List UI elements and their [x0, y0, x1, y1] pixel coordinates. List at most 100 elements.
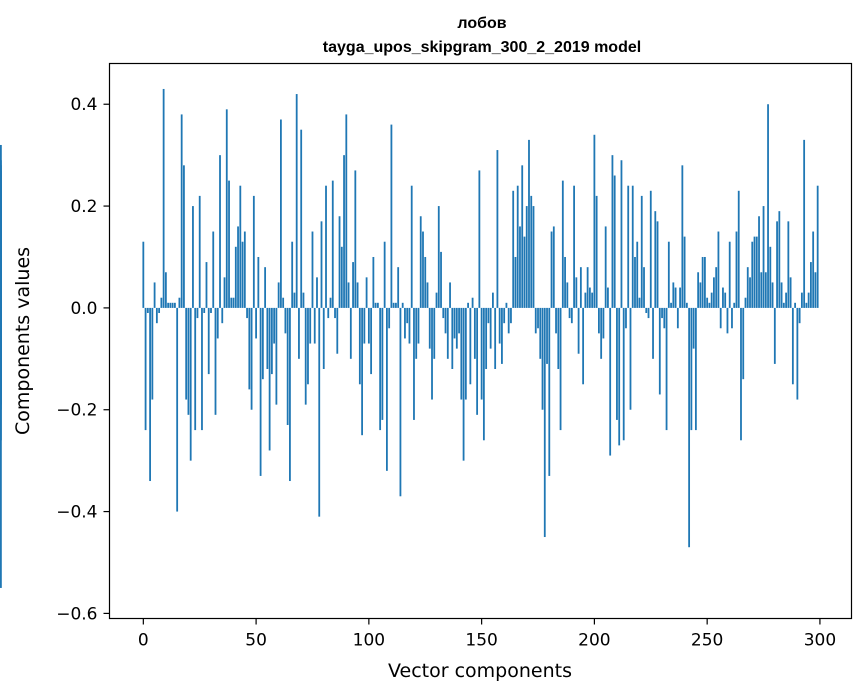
- bar: [250, 307, 253, 410]
- y-tick-label: 0.4: [70, 95, 97, 115]
- bar: [415, 307, 418, 359]
- plot-frame: [108, 62, 853, 620]
- bar: [552, 226, 555, 308]
- bar: [293, 292, 296, 308]
- bar: [243, 231, 246, 308]
- bar: [370, 307, 373, 375]
- x-tick-label: 50: [245, 631, 267, 651]
- bar: [514, 256, 517, 308]
- bar: [446, 307, 449, 359]
- bar: [737, 190, 740, 308]
- chart-title: лобов: [457, 15, 506, 32]
- bar: [302, 292, 305, 308]
- bar: [636, 241, 639, 308]
- bar: [789, 277, 792, 308]
- bar: [658, 307, 661, 395]
- bar: [219, 155, 221, 308]
- bar: [620, 160, 623, 308]
- bar: [469, 307, 472, 385]
- bar: [277, 282, 280, 308]
- bar: [460, 307, 463, 400]
- bar: [471, 297, 474, 308]
- x-tick-label: 250: [691, 631, 723, 651]
- bar: [794, 302, 797, 308]
- bar: [534, 307, 537, 334]
- bar: [670, 302, 672, 308]
- bar: [546, 307, 548, 364]
- bar: [151, 307, 154, 400]
- bar: [178, 297, 181, 308]
- bar: [212, 231, 215, 308]
- bar: [228, 180, 230, 308]
- bar: [773, 307, 776, 364]
- bar: [410, 185, 413, 308]
- bar: [512, 190, 515, 308]
- bar: [724, 292, 727, 308]
- bar: [203, 307, 206, 313]
- bar: [458, 307, 460, 334]
- bar: [706, 297, 709, 308]
- bar: [713, 277, 715, 308]
- bar: [532, 206, 535, 308]
- bar: [516, 185, 519, 308]
- bar: [753, 236, 756, 308]
- bar: [521, 165, 524, 308]
- bar: [622, 307, 625, 441]
- bar: [142, 241, 145, 308]
- bar: [749, 277, 751, 308]
- bar: [347, 282, 350, 308]
- bar: [376, 302, 379, 308]
- bar: [248, 307, 251, 390]
- bar: [523, 236, 526, 308]
- bar: [379, 307, 382, 431]
- bar: [473, 307, 476, 359]
- bar: [566, 282, 569, 308]
- bar: [575, 277, 578, 308]
- y-tick-label: 0.2: [70, 197, 97, 217]
- bar: [201, 307, 203, 431]
- bar: [320, 221, 323, 308]
- bar: [153, 282, 156, 308]
- bar: [685, 302, 688, 308]
- bar: [453, 307, 456, 339]
- bar: [216, 307, 219, 339]
- bar: [652, 307, 654, 359]
- bar: [694, 307, 697, 431]
- bar: [406, 307, 409, 324]
- bar: [169, 302, 172, 308]
- x-tick-label: 300: [804, 631, 836, 651]
- bar: [180, 114, 183, 308]
- bar: [340, 246, 343, 308]
- bar: [537, 307, 539, 329]
- bar: [397, 267, 400, 308]
- bar: [577, 307, 580, 354]
- bar: [266, 307, 269, 369]
- bar: [555, 307, 557, 334]
- bar: [663, 307, 666, 329]
- bar: [433, 307, 436, 359]
- y-tick-label: −0.4: [56, 503, 97, 523]
- bar: [352, 262, 354, 308]
- bar: [257, 256, 260, 308]
- bar: [223, 277, 226, 308]
- bar: [183, 165, 185, 308]
- bar: [625, 307, 627, 329]
- bar: [259, 307, 262, 476]
- bar: [667, 241, 670, 308]
- bar: [356, 282, 359, 308]
- bar: [390, 124, 393, 308]
- bar: [726, 307, 729, 334]
- bar: [631, 185, 634, 308]
- bar: [189, 307, 192, 461]
- bar: [194, 307, 197, 431]
- bar: [144, 307, 147, 431]
- bar: [198, 195, 201, 308]
- bar: [311, 231, 314, 308]
- bar: [805, 302, 808, 308]
- bar: [649, 190, 652, 308]
- bar: [329, 297, 332, 308]
- bar: [787, 221, 790, 308]
- bar: [318, 307, 321, 517]
- bar: [358, 307, 361, 385]
